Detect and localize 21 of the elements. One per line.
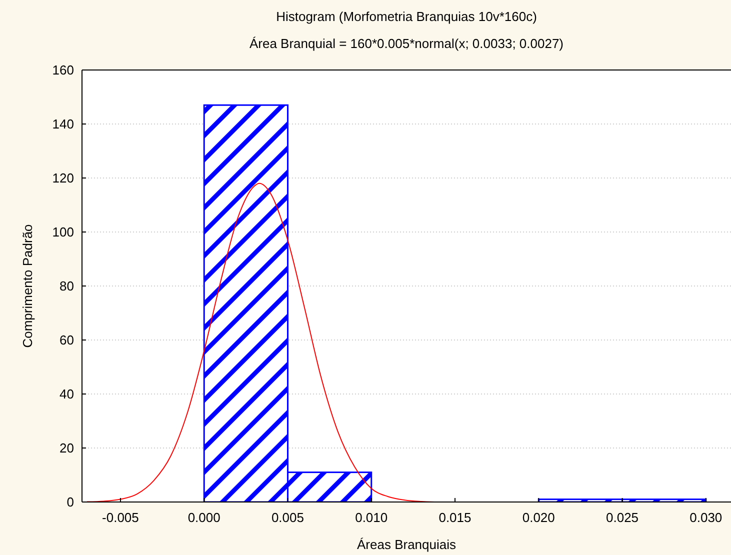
x-tick-label: 0.030	[690, 510, 722, 525]
x-tick-label: -0.005	[102, 510, 139, 525]
x-tick-label: 0.020	[522, 510, 555, 525]
y-tick-label: 120	[52, 170, 74, 186]
y-tick-label: 60	[60, 332, 74, 348]
y-tick-label: 160	[52, 62, 74, 78]
x-tick-label: 0.000	[188, 510, 220, 525]
x-tick-label: 0.005	[271, 510, 304, 525]
x-tick-label: 0.010	[355, 510, 388, 525]
y-tick-label: 100	[52, 224, 74, 240]
y-tick-label: 20	[60, 440, 74, 456]
x-axis-title: Áreas Branquiais	[357, 537, 456, 552]
y-tick-label: 140	[52, 116, 74, 132]
x-tick-label: 0.025	[606, 510, 639, 525]
chart-title: Histogram (Morfometria Branquias 10v*160c)	[276, 9, 537, 24]
y-tick-label: 80	[60, 278, 74, 294]
y-axis-title: Comprimento Padrão	[20, 224, 35, 348]
y-tick-label: 0	[66, 494, 74, 510]
x-tick-label: 0.015	[438, 510, 472, 525]
y-tick-label: 40	[60, 386, 74, 402]
chart-subtitle: Área Branquial = 160*0.005*normal(x; 0.0033; 0.0027)	[249, 36, 564, 51]
